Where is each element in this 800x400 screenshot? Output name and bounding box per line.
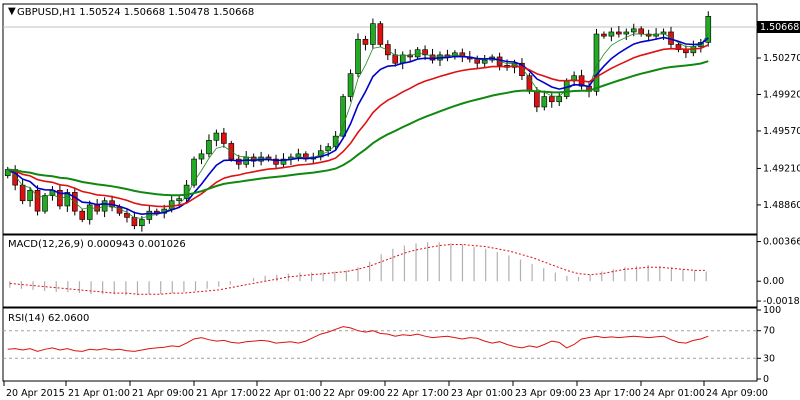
x-axis-label: 23 Apr 09:00 [515, 388, 577, 399]
candle-body [548, 96, 555, 103]
candle-body [683, 49, 689, 54]
candle-body [340, 96, 346, 137]
candle-body [608, 31, 615, 37]
candle-body [675, 44, 682, 50]
rsi-y-tick-label: 70 [763, 326, 775, 337]
rsi-line [7, 326, 709, 352]
candle-body [250, 156, 257, 162]
rsi-y-tick-label: 30 [763, 353, 775, 364]
ma-slow-line [7, 60, 709, 197]
macd-y-tick-label: -0.001836 [763, 296, 800, 307]
candle-body [392, 54, 399, 64]
candle-body [191, 158, 197, 186]
candle-body [139, 219, 145, 227]
macd-panel-frame [2, 234, 758, 308]
candle-body [176, 198, 182, 202]
candle-body [221, 132, 227, 144]
x-axis-label: 23 Apr 17:00 [579, 388, 641, 399]
candle-body [422, 49, 428, 56]
candle-body [280, 158, 287, 165]
candle-body [332, 135, 339, 147]
rsi-y-axis: 100 70 30 0 [757, 305, 781, 385]
candle-body [362, 38, 369, 45]
price-panel-title: GBPUSD,H1 1.50524 1.50668 1.50478 1.5066… [17, 7, 254, 18]
price-y-tick-label: 1.48860 [763, 200, 800, 211]
candle-body [19, 184, 26, 202]
rsi-panel-title: RSI(14) 62.0600 [8, 313, 89, 324]
candle-body [519, 62, 525, 77]
macd-panel[interactable]: MACD(12,26,9) 0.000943 0.001026 0.003666… [2, 234, 800, 308]
price-y-tick-label: 1.49920 [763, 89, 800, 100]
candle-body [623, 31, 630, 35]
candle-body [653, 33, 659, 37]
candle-body [556, 96, 563, 103]
candle-body [601, 33, 607, 37]
candle-body [370, 23, 376, 45]
price-y-axis: 1.50270 1.49920 1.49570 1.49210 1.48860 [757, 53, 800, 211]
current-price-label: 1.50668 [760, 22, 799, 33]
ma-mid-line [7, 44, 709, 208]
candle-body [347, 73, 354, 97]
symbol-line-icon-arrow: ▼ [8, 6, 16, 17]
candle-body [481, 59, 488, 64]
price-y-tick-label: 1.49210 [763, 163, 800, 174]
price-panel-frame [2, 3, 758, 235]
price-series [4, 11, 712, 232]
x-axis-label: 22 Apr 01:00 [259, 388, 321, 399]
macd-y-axis: 0.003666 0.00 -0.001836 [757, 237, 800, 307]
x-axis-label: 20 Apr 2015 [6, 388, 65, 399]
candle-body [79, 210, 86, 220]
rsi-y-tick-label: 100 [763, 305, 781, 316]
candle-body [705, 16, 712, 43]
candle-body [34, 190, 41, 212]
rsi-panel[interactable]: RSI(14) 62.0600 100 70 30 0 [2, 305, 781, 385]
price-y-tick-label: 1.49570 [763, 126, 800, 137]
candle-body [399, 54, 406, 64]
macd-panel-title: MACD(12,26,9) 0.000943 0.001026 [8, 239, 186, 250]
candle-body [616, 31, 622, 35]
macd-series [9, 242, 707, 296]
candle-body [638, 28, 645, 35]
candle-body [630, 28, 637, 33]
price-panel[interactable]: ▼ GBPUSD,H1 1.50524 1.50668 1.50478 1.50… [2, 3, 800, 235]
x-axis-label: 22 Apr 17:00 [387, 388, 449, 399]
candle-body [541, 96, 548, 108]
candle-body [86, 204, 93, 220]
macd-y-tick-label: 0.00 [763, 276, 784, 287]
x-axis-label: 21 Apr 01:00 [68, 388, 130, 399]
candle-body [124, 212, 130, 218]
rsi-series [3, 326, 757, 359]
candle-body [64, 192, 71, 207]
macd-signal-line [9, 244, 707, 295]
candle-body [198, 153, 205, 160]
ma-fast-line [7, 36, 709, 216]
x-axis-label: 24 Apr 01:00 [643, 388, 705, 399]
x-axis-label: 21 Apr 09:00 [132, 388, 194, 399]
x-axis-label: 24 Apr 09:00 [706, 388, 768, 399]
candle-body [213, 132, 220, 141]
x-axis-label: 22 Apr 09:00 [323, 388, 385, 399]
x-axis-label: 21 Apr 17:00 [196, 388, 258, 399]
rsi-panel-frame [2, 307, 758, 382]
candle-body [377, 23, 384, 45]
candle-body [660, 31, 667, 35]
rsi-y-tick-label: 0 [763, 374, 769, 385]
candle-body [27, 190, 33, 202]
candle-body [42, 195, 48, 212]
candle-body [206, 140, 212, 155]
candle-body [355, 38, 361, 74]
macd-y-tick-label: 0.003666 [763, 237, 800, 248]
price-y-tick-label: 1.50270 [763, 53, 800, 64]
candle-body [325, 146, 331, 152]
candle-body [429, 54, 436, 61]
time-x-axis: 20 Apr 2015 21 Apr 01:00 21 Apr 09:00 21 Ap… [3, 381, 768, 399]
candle-body [534, 91, 540, 108]
candle-body [131, 217, 138, 227]
candle-body [273, 158, 279, 165]
current-price-badge [757, 21, 800, 33]
x-axis-label: 23 Apr 01:00 [451, 388, 513, 399]
